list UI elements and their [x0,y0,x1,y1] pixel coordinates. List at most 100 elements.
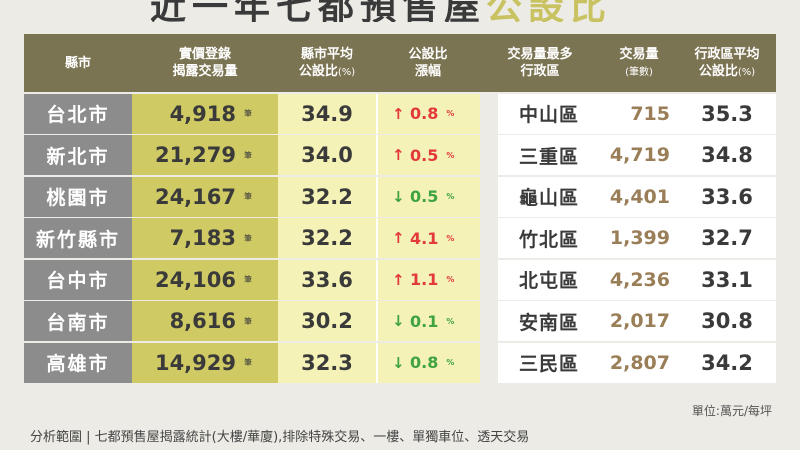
header-top-district-line2: 行政區 [520,64,560,79]
district-ratio-cell: 33.6 [678,176,776,217]
increase-value: 0.5 [410,187,439,206]
increase-cell: ↑ 0.8% [376,93,480,134]
header-transactions: 實價登錄 揭露交易量 [132,46,278,80]
table-row: 桃園市 24,167 筆 32.2 ↓ 0.5% 龜山區 4,401 33.6 [24,176,776,217]
trend-arrow-icon: ↓ [392,187,405,206]
header-district-ratio: 行政區平均 公設比(%) [678,46,776,81]
transactions-value: 24,106 [154,267,236,292]
transactions-value: 21,279 [154,143,236,167]
transactions-value: 7,183 [169,226,236,250]
header-volume-unit: (筆數) [625,66,653,78]
volume-cell: 715 [600,93,678,134]
transactions-unit: 筆 [244,358,252,367]
title-banner: 近一年七都預售屋公設比 [0,0,800,22]
header-increase: 公設比 漲幅 [376,46,480,80]
increase-pct: % [446,233,455,243]
header-city-ratio-unit: (%) [337,66,356,78]
header-district-ratio-line1: 行政區平均 [694,46,760,62]
header-increase-line2: 漲幅 [414,64,441,79]
transactions-value: 14,929 [154,350,236,375]
city-ratio-cell: 33.6 [278,259,376,300]
increase-cell: ↑ 4.1% [376,218,480,258]
trend-arrow-icon: ↓ [392,312,405,330]
transactions-cell: 24,167 筆 [132,176,278,217]
top-district-cell: 龜山區 [480,176,600,217]
trend-arrow-icon: ↑ [392,229,405,247]
increase-cell: ↓ 0.1% [376,301,480,341]
table-row: 台南市 8,616 筆 30.2 ↓ 0.1% 安南區 2,017 30.8 [24,301,776,341]
table-row: 高雄市 14,929 筆 32.3 ↓ 0.8% 三民區 2,807 34.2 [24,342,776,383]
district-ratio-cell: 32.7 [678,218,776,258]
header-top-district-line1: 交易量最多 [507,47,573,62]
transactions-cell: 14,929 筆 [132,342,278,383]
city-ratio-cell: 34.9 [278,93,376,134]
city-ratio-cell: 32.2 [278,176,376,217]
header-volume: 交易量 (筆數) [600,46,678,81]
unit-note: 單位:萬元/每坪 [691,404,772,418]
header-city-ratio-line1: 縣市平均 [300,46,353,62]
transactions-cell: 21,279 筆 [132,135,278,175]
city-cell: 台北市 [24,93,132,134]
table-row: 新竹縣市 7,183 筆 32.2 ↑ 4.1% 竹北區 1,399 32.7 [24,218,776,258]
header-top-district: 交易量最多 行政區 [480,46,600,80]
increase-cell: ↑ 0.5% [376,135,480,175]
city-cell: 高雄市 [24,342,132,383]
top-district-cell: 竹北區 [480,218,600,258]
city-cell: 新北市 [24,135,132,175]
increase-cell: ↓ 0.8% [376,342,480,383]
increase-pct: % [446,358,455,367]
trend-arrow-icon: ↑ [392,270,405,289]
city-ratio-cell: 32.3 [278,342,376,383]
title-main: 近一年七都預售屋 [150,0,487,22]
volume-cell: 2,807 [600,342,678,383]
district-ratio-cell: 30.8 [678,301,776,341]
header-city-ratio-line2: 公設比 [298,63,338,79]
header-district-ratio-unit: (%) [737,66,756,78]
top-district-cell: 三重區 [480,135,600,175]
header-volume-line1: 交易量 [619,46,659,62]
top-district-cell: 安南區 [480,301,600,341]
page-title: 近一年七都預售屋公設比 [150,0,612,22]
transactions-value: 8,616 [169,309,236,333]
increase-value: 1.1 [410,270,439,289]
trend-arrow-icon: ↓ [392,353,405,372]
increase-value: 4.1 [410,228,439,248]
table-row: 台北市 4,918 筆 34.9 ↑ 0.8% 中山區 715 35.3 [24,93,776,134]
top-district-cell: 中山區 [480,93,600,134]
top-district-cell: 三民區 [480,342,600,383]
transactions-cell: 7,183 筆 [132,218,278,258]
volume-cell: 4,401 [600,176,678,217]
table-row: 台中市 24,106 筆 33.6 ↑ 1.1% 北屯區 4,236 33.1 [24,259,776,300]
district-ratio-cell: 35.3 [678,93,776,134]
city-cell: 新竹縣市 [24,218,132,258]
increase-value: 0.8 [410,104,439,123]
increase-value: 0.5 [410,145,439,165]
transactions-cell: 8,616 筆 [132,301,278,341]
trend-arrow-icon: ↑ [392,104,405,123]
transactions-cell: 24,106 筆 [132,259,278,300]
city-ratio-cell: 32.2 [278,218,376,258]
city-cell: 桃園市 [24,176,132,217]
header-transactions-line2: 揭露交易量 [172,64,238,79]
stats-table: 縣市 實價登錄 揭露交易量 縣市平均 公設比(%) 公設比 漲幅 交易量最多 行… [24,34,776,383]
city-ratio-cell: 30.2 [278,301,376,341]
transactions-unit: 筆 [244,150,252,160]
district-ratio-cell: 34.8 [678,135,776,175]
volume-cell: 4,236 [600,259,678,300]
table-body: 台北市 4,918 筆 34.9 ↑ 0.8% 中山區 715 35.3 新北市 2… [24,93,776,383]
volume-cell: 2,017 [600,301,678,341]
top-district-cell: 北屯區 [480,259,600,300]
transactions-value: 24,167 [154,184,236,209]
transactions-unit: 筆 [244,109,252,118]
transactions-unit: 筆 [244,275,252,284]
header-district-ratio-line2: 公設比 [698,63,738,79]
table-row: 新北市 21,279 筆 34.0 ↑ 0.5% 三重區 4,719 34.8 [24,135,776,175]
trend-arrow-icon: ↑ [392,146,405,164]
transactions-value: 4,918 [169,101,236,126]
header-city: 縣市 [64,55,91,71]
volume-cell: 4,719 [600,135,678,175]
header-transactions-line1: 實價登錄 [178,47,231,62]
city-cell: 台南市 [24,301,132,341]
scope-note: 分析範圍 | 七都預售屋揭露統計(大樓/華廈),排除特殊交易、一樓、單獨車位、透… [30,430,530,445]
increase-value: 0.1 [410,311,439,331]
